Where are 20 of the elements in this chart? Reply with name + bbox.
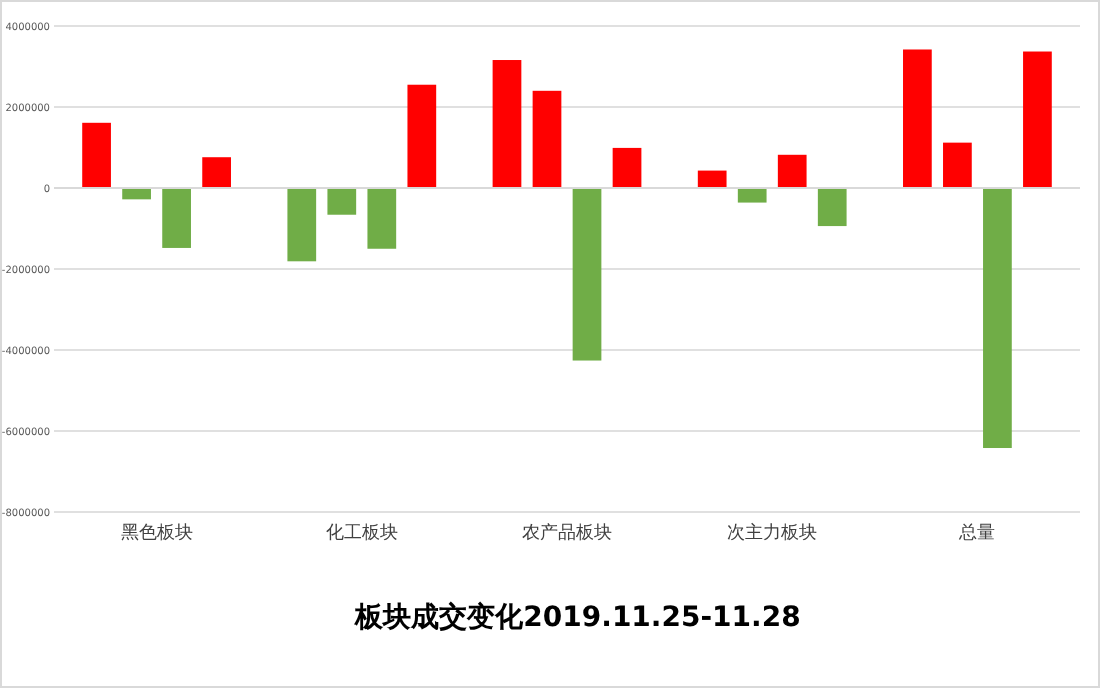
- bar: [367, 188, 397, 249]
- bar: [1023, 51, 1052, 188]
- x-tick-label: 黑色板块: [120, 522, 193, 544]
- bar: [82, 122, 111, 188]
- text: 板块成交变化2019.11.25-11.28: [353, 600, 801, 634]
- bar: [983, 188, 1012, 449]
- x-tick-label: 化工板块: [325, 522, 398, 544]
- bar: [407, 84, 437, 188]
- x-tick-label: 总量: [957, 522, 996, 544]
- bar: [572, 188, 602, 361]
- bar: [162, 188, 191, 248]
- bar: [327, 188, 357, 215]
- x-tick-label: 次主力板块: [727, 522, 818, 544]
- bar: [612, 147, 642, 188]
- x-tick-label: 农产品板块: [522, 522, 612, 544]
- bar: [697, 170, 727, 188]
- bar: [903, 49, 932, 188]
- bar: [492, 60, 522, 188]
- bar: [202, 157, 231, 188]
- bar: [737, 188, 767, 203]
